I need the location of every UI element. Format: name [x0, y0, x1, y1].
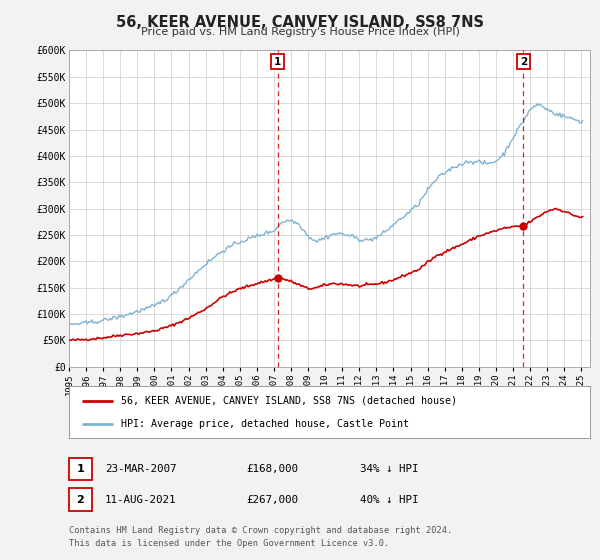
Text: This data is licensed under the Open Government Licence v3.0.: This data is licensed under the Open Gov…	[69, 539, 389, 548]
Text: 40% ↓ HPI: 40% ↓ HPI	[360, 494, 419, 505]
Text: 2: 2	[520, 57, 527, 67]
Text: £168,000: £168,000	[246, 464, 298, 474]
Text: 23-MAR-2007: 23-MAR-2007	[105, 464, 176, 474]
Text: 1: 1	[77, 464, 84, 474]
Text: 1: 1	[274, 57, 281, 67]
Text: HPI: Average price, detached house, Castle Point: HPI: Average price, detached house, Cast…	[121, 419, 409, 429]
Text: Contains HM Land Registry data © Crown copyright and database right 2024.: Contains HM Land Registry data © Crown c…	[69, 526, 452, 535]
Text: 2: 2	[77, 494, 84, 505]
Text: 11-AUG-2021: 11-AUG-2021	[105, 494, 176, 505]
Text: 34% ↓ HPI: 34% ↓ HPI	[360, 464, 419, 474]
Text: £267,000: £267,000	[246, 494, 298, 505]
Text: Price paid vs. HM Land Registry's House Price Index (HPI): Price paid vs. HM Land Registry's House …	[140, 27, 460, 37]
Text: 56, KEER AVENUE, CANVEY ISLAND, SS8 7NS: 56, KEER AVENUE, CANVEY ISLAND, SS8 7NS	[116, 15, 484, 30]
Text: 56, KEER AVENUE, CANVEY ISLAND, SS8 7NS (detached house): 56, KEER AVENUE, CANVEY ISLAND, SS8 7NS …	[121, 396, 457, 406]
